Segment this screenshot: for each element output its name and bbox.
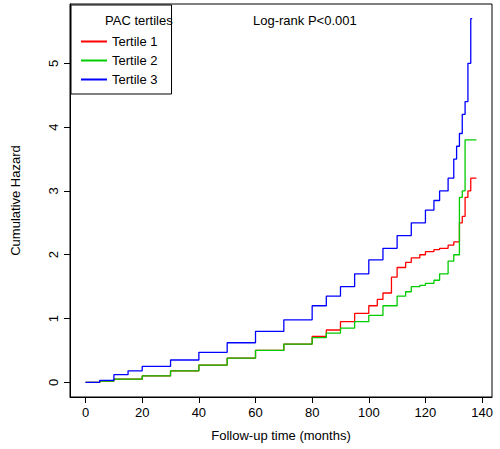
svg-text:Follow-up time (months): Follow-up time (months) [211, 428, 350, 443]
svg-text:Cumulative Hazard: Cumulative Hazard [8, 145, 23, 256]
svg-text:PAC tertiles: PAC tertiles [105, 13, 173, 28]
svg-text:60: 60 [248, 405, 262, 420]
svg-text:100: 100 [358, 405, 380, 420]
svg-text:40: 40 [192, 405, 206, 420]
svg-text:140: 140 [471, 405, 493, 420]
svg-text:4: 4 [46, 124, 61, 131]
svg-text:0: 0 [82, 405, 89, 420]
svg-text:0: 0 [46, 379, 61, 386]
svg-text:Tertile 1: Tertile 1 [112, 34, 158, 49]
svg-text:Log-rank P<0.001: Log-rank P<0.001 [253, 13, 357, 28]
svg-text:3: 3 [46, 187, 61, 194]
svg-text:Tertile 2: Tertile 2 [112, 53, 158, 68]
svg-text:120: 120 [415, 405, 437, 420]
svg-text:2: 2 [46, 251, 61, 258]
svg-text:5: 5 [46, 60, 61, 67]
svg-text:1: 1 [46, 315, 61, 322]
svg-text:80: 80 [305, 405, 319, 420]
svg-text:Tertile 3: Tertile 3 [112, 72, 158, 87]
svg-text:20: 20 [135, 405, 149, 420]
